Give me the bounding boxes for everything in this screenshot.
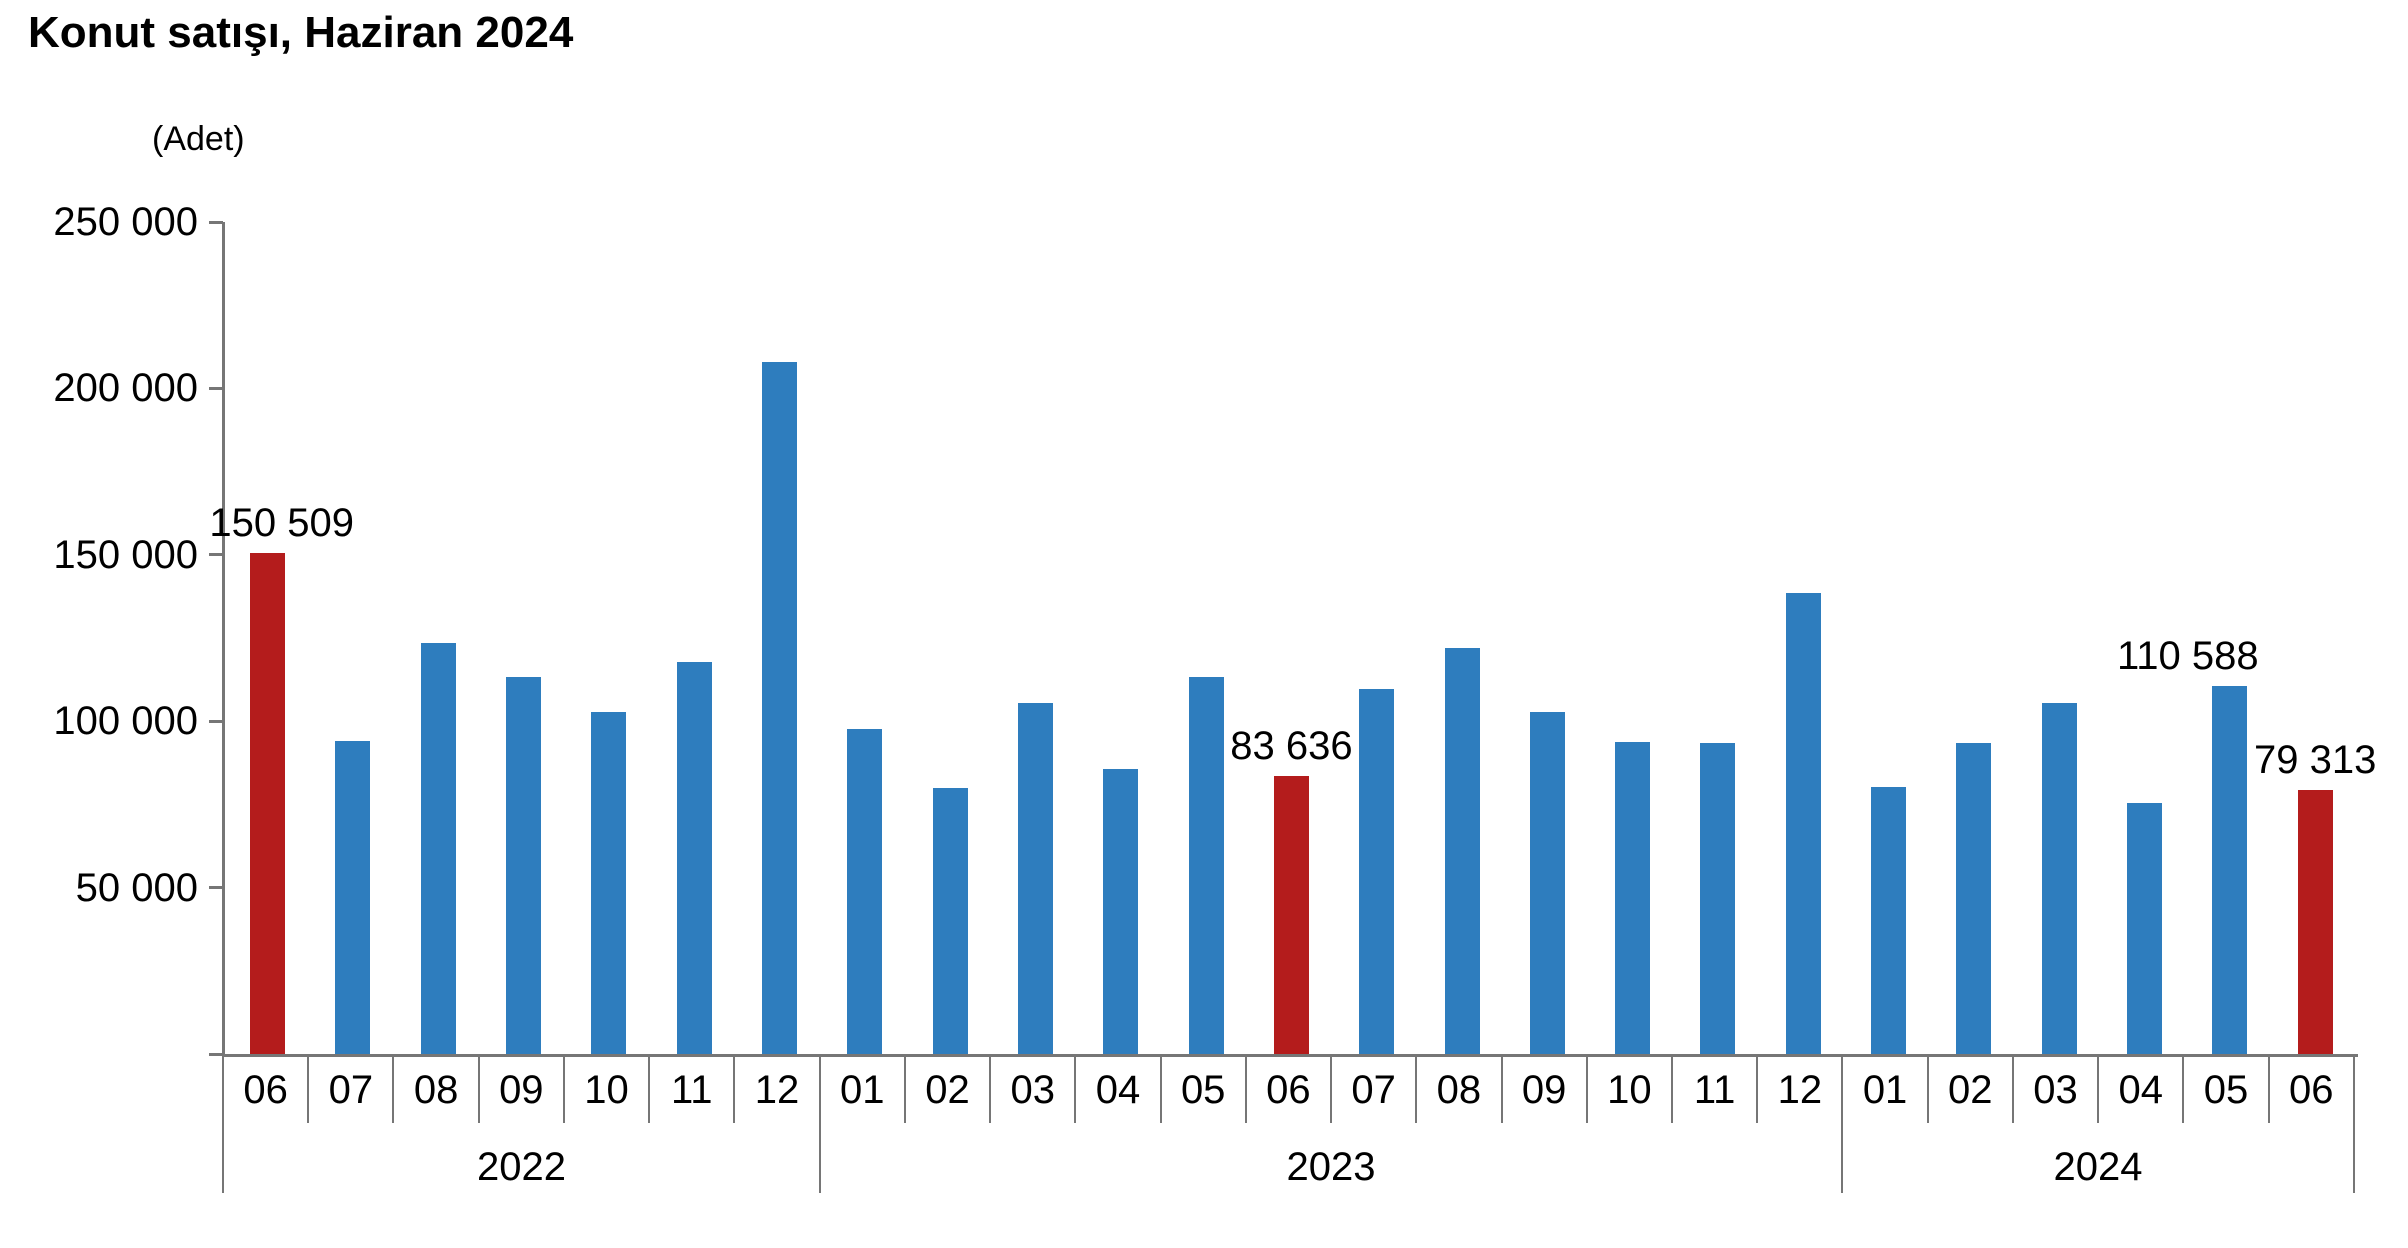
- bar-2023-05: [1188, 677, 1224, 1054]
- bar-cell-2022-07: [310, 222, 395, 1054]
- bar-cell-2023-10: [1590, 222, 1675, 1054]
- month-label-2023-01: 01: [818, 1057, 904, 1123]
- y-axis-tick-50000: [209, 886, 223, 890]
- bar-2022-11: [676, 662, 712, 1054]
- y-axis-label-100000: 100 000: [53, 699, 198, 744]
- month-label-2023-07: 07: [1330, 1057, 1415, 1123]
- bar-2024-05: [2212, 686, 2248, 1054]
- bar-2022-06: [250, 553, 286, 1054]
- bar-2023-12: [1785, 593, 1821, 1054]
- y-axis-label-200000: 200 000: [53, 366, 198, 411]
- bar-2022-08: [420, 643, 456, 1054]
- month-label-2023-02: 02: [903, 1057, 989, 1123]
- bar-cell-2023-02: [908, 222, 993, 1054]
- bar-cell-2023-09: [1505, 222, 1590, 1054]
- month-label-2022-06: 06: [222, 1057, 307, 1123]
- month-label-2023-09: 09: [1500, 1057, 1586, 1123]
- month-label-2024-03: 03: [2011, 1057, 2097, 1123]
- bar-cell-2023-03: [993, 222, 1078, 1054]
- value-label-2024-06: 79 313: [2253, 738, 2377, 782]
- bar-2023-08: [1444, 648, 1480, 1054]
- bar-2023-02: [932, 788, 968, 1054]
- bar-2023-01: [847, 729, 883, 1054]
- month-label-2022-12: 12: [733, 1057, 818, 1123]
- bar-cell-2022-06: 150 509: [209, 222, 354, 1054]
- bar-cell-2024-04: [2102, 222, 2187, 1054]
- month-label-2022-10: 10: [562, 1057, 648, 1123]
- month-label-2024-04: 04: [2097, 1057, 2182, 1123]
- bar-2023-10: [1615, 742, 1651, 1054]
- x-axis-month-row: 06 07 08 09 10 11 12 01 02 03 04 05 06 07 08 09 10 11 12 01…: [222, 1057, 2355, 1123]
- bar-cell-2023-01: [822, 222, 907, 1054]
- bar-cell-2024-03: [2017, 222, 2102, 1054]
- y-axis-tick-250000: [209, 220, 223, 224]
- value-label-2022-06: 150 509: [209, 501, 354, 545]
- month-label-2023-06: 06: [1244, 1057, 1330, 1123]
- bar-2023-09: [1529, 712, 1565, 1054]
- month-label-2022-07: 07: [307, 1057, 392, 1123]
- bar-2023-06: [1273, 776, 1309, 1054]
- bar-2022-09: [506, 677, 542, 1054]
- y-axis-tick-200000: [209, 386, 223, 390]
- bar-cell-2024-05: 110 588: [2117, 222, 2272, 1054]
- month-label-2023-10: 10: [1585, 1057, 1671, 1123]
- y-axis-tick-100000: [209, 719, 223, 723]
- bar-2023-11: [1700, 743, 1736, 1054]
- value-label-2023-06: 83 636: [1230, 724, 1353, 768]
- bar-cell-2023-07: [1334, 222, 1419, 1054]
- y-axis-tick-150000: [209, 553, 223, 557]
- year-label-2023: 2023: [1286, 1145, 1376, 1189]
- month-label-2023-11: 11: [1670, 1057, 1756, 1123]
- bar-cell-2024-06: 79 313: [2254, 222, 2376, 1054]
- bar-cell-2023-08: [1419, 222, 1504, 1054]
- month-label-2024-05: 05: [2182, 1057, 2267, 1123]
- month-label-2023-04: 04: [1074, 1057, 1159, 1123]
- y-axis-label-250000: 250 000: [53, 200, 198, 244]
- bar-cell-2022-11: [652, 222, 737, 1054]
- bar-2024-04: [2127, 803, 2163, 1054]
- bar-cell-2024-02: [1931, 222, 2016, 1054]
- bar-cell-2022-10: [566, 222, 651, 1054]
- bar-2024-01: [1871, 787, 1907, 1054]
- bar-2023-04: [1103, 769, 1139, 1054]
- year-label-2024: 2024: [2053, 1145, 2143, 1189]
- month-label-2022-09: 09: [477, 1057, 563, 1123]
- bar-cell-2022-08: [396, 222, 481, 1054]
- bar-cell-2023-04: [1078, 222, 1163, 1054]
- month-label-2022-11: 11: [648, 1057, 733, 1123]
- month-label-2023-03: 03: [989, 1057, 1074, 1123]
- month-label-2023-08: 08: [1415, 1057, 1500, 1123]
- plot-area: 150 509 83 636 110 588 79 313: [209, 222, 2376, 1057]
- bar-2022-07: [335, 741, 371, 1054]
- y-axis-label-150000: 150 000: [53, 532, 198, 577]
- value-label-2024-05: 110 588: [2117, 634, 2259, 678]
- month-label-2023-12: 12: [1756, 1057, 1841, 1123]
- month-label-2024-01: 01: [1841, 1057, 1926, 1123]
- bar-cell-2022-09: [481, 222, 566, 1054]
- chart-title: Konut satışı, Haziran 2024: [28, 8, 574, 57]
- bar-cell-2023-12: [1761, 222, 1846, 1054]
- y-axis-tick-0: [209, 1052, 223, 1056]
- bar-2022-10: [591, 712, 627, 1054]
- bar-2024-02: [1956, 743, 1992, 1054]
- bar-cell-2023-11: [1675, 222, 1760, 1054]
- y-axis-label-50000: 50 000: [75, 865, 198, 910]
- bar-2024-03: [2041, 703, 2077, 1054]
- bar-2022-12: [762, 362, 798, 1054]
- month-label-2023-05: 05: [1159, 1057, 1245, 1123]
- bar-cell-2023-05: [1163, 222, 1248, 1054]
- bar-2023-03: [1017, 703, 1053, 1054]
- bar-cell-2023-06: 83 636: [1230, 222, 1353, 1054]
- year-label-2022: 2022: [477, 1145, 566, 1189]
- month-label-2022-08: 08: [392, 1057, 477, 1123]
- y-axis-unit-label: (Adet): [152, 120, 245, 158]
- month-label-2024-06: 06: [2267, 1057, 2355, 1123]
- bar-2023-07: [1359, 689, 1395, 1054]
- bar-cell-2024-01: [1846, 222, 1931, 1054]
- bar-cell-2022-12: [737, 222, 822, 1054]
- month-label-2024-02: 02: [1926, 1057, 2012, 1123]
- bar-2024-06: [2297, 790, 2333, 1054]
